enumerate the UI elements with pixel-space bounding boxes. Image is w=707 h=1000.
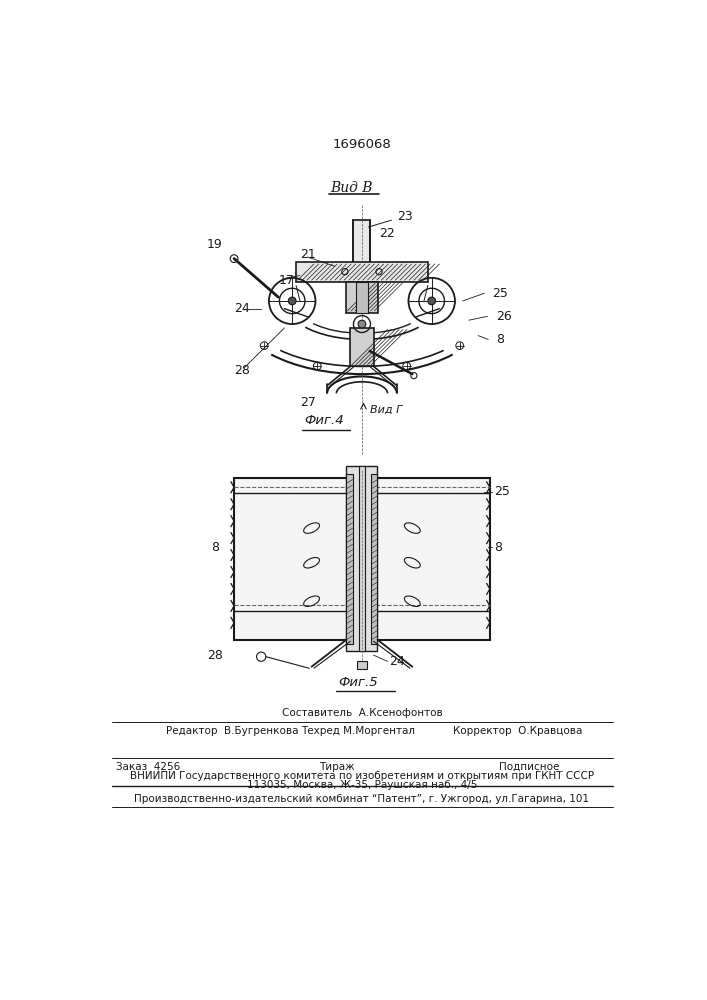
Text: Фиг.5: Фиг.5 bbox=[339, 676, 378, 689]
Text: Тираж: Тираж bbox=[319, 762, 354, 772]
Text: Вид В: Вид В bbox=[331, 181, 373, 195]
Bar bbox=[234, 478, 490, 640]
Text: 25: 25 bbox=[492, 287, 508, 300]
Circle shape bbox=[288, 297, 296, 305]
Text: 25: 25 bbox=[493, 485, 510, 498]
Text: Подписное: Подписное bbox=[499, 762, 559, 772]
Bar bbox=[354, 220, 370, 282]
Text: 24: 24 bbox=[234, 302, 250, 315]
Text: 22: 22 bbox=[379, 227, 395, 240]
Bar bbox=[356, 282, 368, 312]
Circle shape bbox=[428, 297, 436, 305]
Text: ВНИИПИ Государственного комитета по изобретениям и открытиям при ГКНТ СССР: ВНИИПИ Государственного комитета по изоб… bbox=[130, 771, 594, 781]
Text: Редактор  В.Бугренкова: Редактор В.Бугренкова bbox=[166, 726, 298, 736]
Text: Составитель  А.Ксенофонтов: Составитель А.Ксенофонтов bbox=[281, 708, 443, 718]
Text: 1696068: 1696068 bbox=[332, 138, 392, 151]
Bar bbox=[359, 466, 365, 651]
Text: 19: 19 bbox=[207, 238, 223, 251]
Text: 113035, Москва, Ж-35, Раушская наб., 4/5: 113035, Москва, Ж-35, Раушская наб., 4/5 bbox=[247, 780, 477, 790]
Text: 8: 8 bbox=[496, 333, 504, 346]
Text: 24: 24 bbox=[389, 655, 405, 668]
Text: 26: 26 bbox=[496, 310, 512, 323]
Text: Производственно-издательский комбинат “Патент”, г. Ужгород, ул.Гагарина, 101: Производственно-издательский комбинат “П… bbox=[134, 794, 590, 804]
Text: Фиг.4: Фиг.4 bbox=[304, 414, 344, 427]
Circle shape bbox=[358, 320, 366, 328]
Text: 28: 28 bbox=[234, 364, 250, 377]
Text: Корректор  О.Кравцова: Корректор О.Кравцова bbox=[452, 726, 582, 736]
Text: 8: 8 bbox=[211, 541, 219, 554]
Text: 21: 21 bbox=[300, 248, 316, 261]
Text: 23: 23 bbox=[368, 210, 413, 227]
Bar bbox=[346, 474, 353, 644]
Text: Заказ  4256: Заказ 4256 bbox=[115, 762, 180, 772]
Bar bbox=[357, 661, 367, 669]
Bar bbox=[371, 474, 378, 644]
Text: 28: 28 bbox=[207, 649, 223, 662]
Bar bbox=[346, 282, 378, 312]
Text: 8: 8 bbox=[493, 541, 502, 554]
Bar bbox=[346, 466, 378, 651]
Text: 27: 27 bbox=[300, 396, 316, 409]
Text: Техред М.Моргентал: Техред М.Моргентал bbox=[301, 726, 416, 736]
Bar bbox=[351, 328, 373, 366]
Bar bbox=[296, 262, 428, 282]
Text: 17: 17 bbox=[279, 274, 294, 287]
Text: Вид Г: Вид Г bbox=[370, 405, 402, 415]
